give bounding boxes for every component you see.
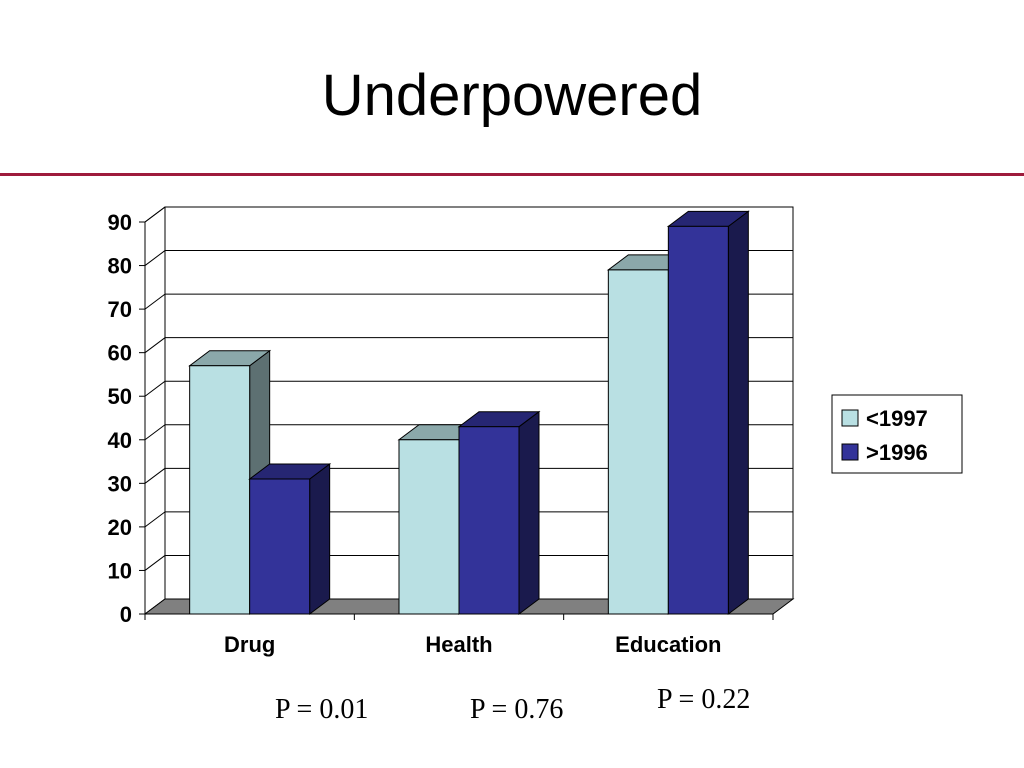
y-tick-label: 30: [108, 471, 132, 496]
side-wall-gridline: [144, 511, 166, 528]
y-tick-label: 20: [108, 515, 132, 540]
bar-education-s1: [667, 225, 729, 615]
bar-health-s1: [458, 426, 520, 615]
side-wall-gridline: [144, 467, 166, 484]
side-wall-top-edge: [144, 206, 166, 223]
y-tick-label: 0: [120, 602, 132, 627]
slide-title: Underpowered: [321, 63, 703, 128]
bar-side-education-s1: [727, 210, 749, 615]
side-wall-gridline: [144, 293, 166, 310]
y-tick-label: 70: [108, 297, 132, 322]
y-tick-label: 50: [108, 384, 132, 409]
legend-swatch: [841, 409, 859, 427]
title-divider: [0, 173, 1024, 176]
legend-label: <1997: [866, 406, 928, 431]
bar-drug-s1: [249, 478, 311, 615]
side-wall-gridline: [144, 424, 166, 441]
side-wall-gridline: [144, 337, 166, 354]
x-category-label: Drug: [224, 632, 275, 657]
y-tick-label: 10: [108, 558, 132, 583]
bar-side-drug-s1: [309, 462, 331, 615]
bar-education-s0: [607, 269, 669, 615]
y-tick-label: 40: [108, 428, 132, 453]
side-wall-gridline: [144, 250, 166, 266]
side-wall-gridline: [144, 555, 166, 571]
p-value-education: P = 0.22: [657, 684, 751, 715]
y-tick-label: 90: [108, 210, 132, 235]
legend-label: >1996: [866, 440, 928, 465]
bar-side-health-s1: [518, 410, 540, 615]
x-category-label: Education: [615, 632, 721, 657]
y-tick-label: 60: [108, 341, 132, 366]
x-category-label: Health: [425, 632, 492, 657]
side-wall-gridline: [144, 380, 166, 397]
y-tick-label: 80: [108, 254, 132, 279]
bar-health-s0: [398, 439, 460, 615]
bar-drug-s0: [189, 365, 251, 615]
p-value-health: P = 0.76: [470, 694, 564, 725]
p-value-drug: P = 0.01: [275, 694, 369, 725]
legend-swatch: [841, 443, 859, 461]
